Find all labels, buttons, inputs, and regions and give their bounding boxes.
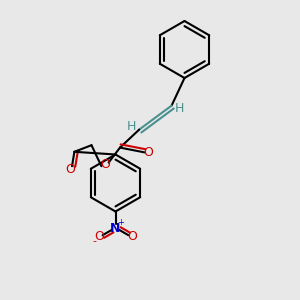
Text: O: O	[94, 230, 104, 243]
Text: N: N	[110, 221, 121, 235]
Text: -: -	[92, 236, 96, 246]
Text: O: O	[143, 146, 153, 159]
Text: H: H	[127, 120, 136, 133]
Text: O: O	[100, 158, 110, 171]
Text: H: H	[174, 101, 184, 115]
Text: +: +	[118, 218, 124, 227]
Text: O: O	[66, 163, 75, 176]
Text: O: O	[127, 230, 137, 243]
